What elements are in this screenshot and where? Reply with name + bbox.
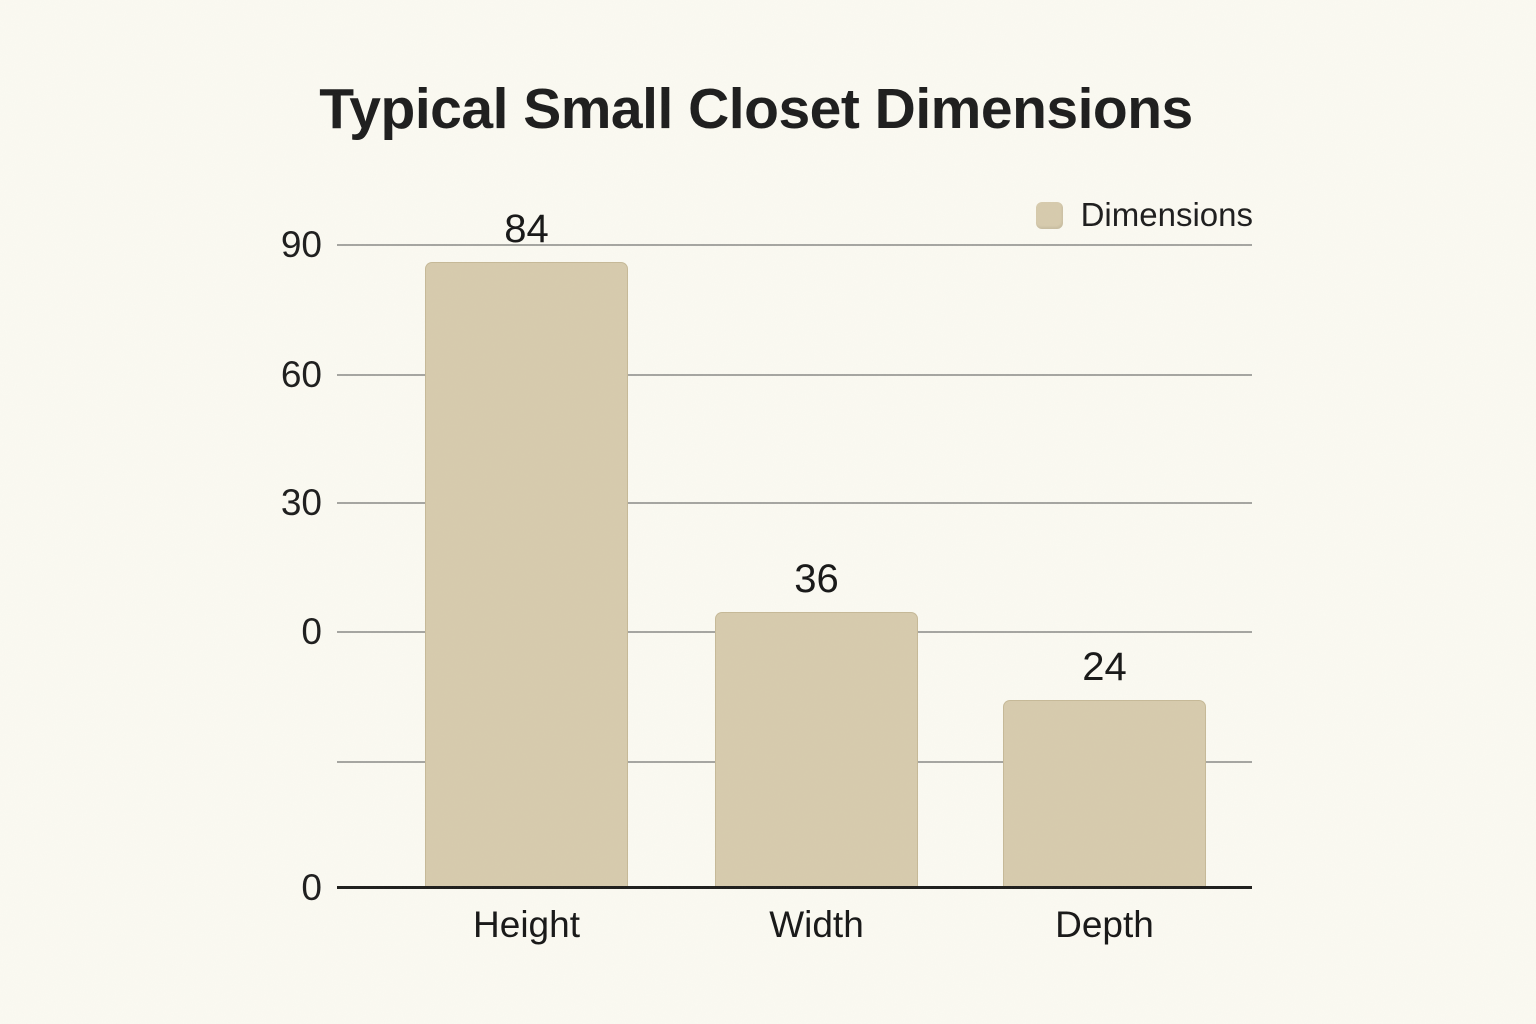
y-axis-tick-label: 90 [280, 224, 322, 265]
chart-title: Typical Small Closet Dimensions [319, 77, 1193, 141]
bar-width [715, 612, 918, 888]
legend-swatch-icon [1035, 201, 1063, 229]
y-axis-tick-label: 0 [301, 867, 322, 908]
y-axis-tick-label: 0 [301, 611, 322, 652]
bar-value-label: 24 [1082, 645, 1127, 689]
x-axis-category-label: Width [769, 904, 864, 945]
y-axis-tick-label: 60 [280, 354, 322, 395]
bar-height [425, 262, 628, 888]
x-axis-line [337, 886, 1252, 889]
y-axis-tick-label: 30 [280, 482, 322, 523]
x-axis-category-label: Height [473, 904, 580, 945]
x-axis-category-label: Depth [1055, 904, 1154, 945]
bar-value-label: 36 [794, 557, 839, 601]
legend-label: Dimensions [1080, 196, 1253, 233]
bar-value-label: 84 [504, 207, 549, 251]
legend: Dimensions [1035, 196, 1253, 234]
bar-depth [1003, 700, 1206, 888]
